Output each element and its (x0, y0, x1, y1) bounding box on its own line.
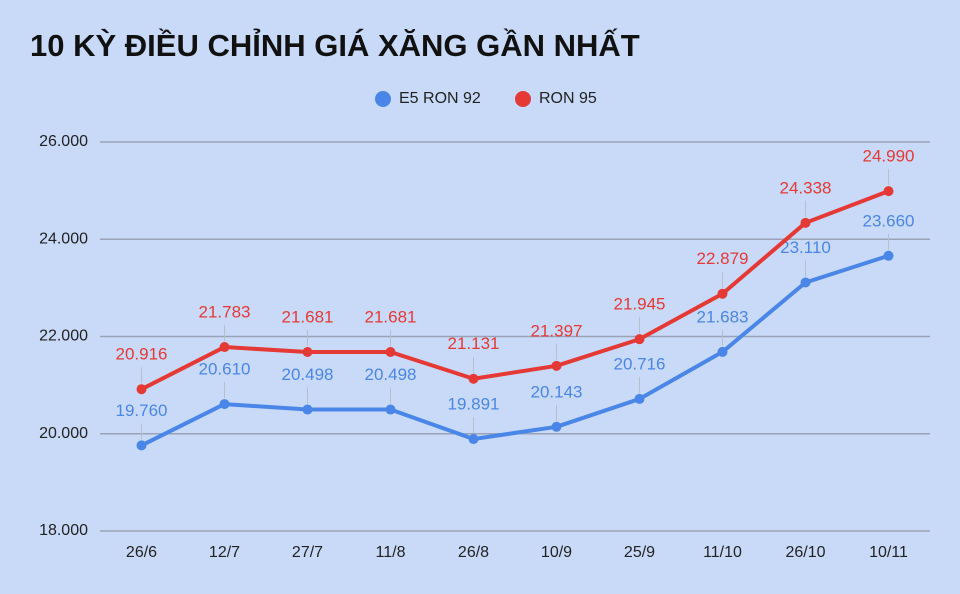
legend-marker (375, 91, 391, 107)
y-tick-label: 18.000 (39, 522, 88, 539)
series-line (140, 189, 890, 391)
data-label: 23.110 (780, 238, 831, 257)
point (634, 334, 645, 345)
data-label: 21.683 (697, 307, 749, 326)
legend-label: E5 RON 92 (399, 90, 481, 107)
point (219, 399, 230, 410)
x-tick-label: 10/9 (541, 544, 572, 561)
x-tick-label: 26/10 (785, 544, 825, 561)
point (136, 384, 147, 395)
data-label: 21.681 (365, 307, 417, 326)
data-label: 21.681 (282, 307, 334, 326)
point (551, 421, 562, 432)
x-tick-label: 12/7 (209, 544, 240, 561)
point (302, 404, 313, 415)
point (800, 277, 811, 288)
data-label: 21.131 (448, 334, 500, 353)
point (468, 373, 479, 384)
data-label: 22.879 (697, 249, 749, 268)
data-label: 19.760 (116, 401, 168, 420)
x-tick-label: 11/10 (703, 544, 742, 561)
point (634, 393, 645, 404)
x-tick-label: 10/11 (869, 544, 908, 561)
point (883, 250, 894, 261)
point (551, 360, 562, 371)
data-label: 20.498 (282, 365, 334, 384)
point (883, 186, 894, 197)
data-label: 20.498 (365, 365, 417, 384)
data-label: 20.916 (116, 345, 168, 364)
data-label: 23.660 (863, 211, 915, 230)
data-label: 20.143 (531, 382, 583, 401)
data-label: 24.338 (780, 178, 832, 197)
x-tick-label: 26/6 (126, 544, 157, 561)
data-label: 21.783 (199, 303, 251, 322)
data-label: 21.397 (531, 321, 583, 340)
y-tick-label: 22.000 (39, 328, 88, 345)
point (468, 434, 479, 445)
point (302, 347, 313, 358)
x-tick-label: 26/8 (458, 544, 489, 561)
legend-label: RON 95 (539, 90, 597, 107)
point (136, 440, 147, 451)
point (385, 347, 396, 358)
y-tick-label: 26.000 (39, 133, 88, 150)
data-label: 20.610 (199, 360, 251, 379)
legend-marker (515, 91, 531, 107)
y-tick-label: 24.000 (39, 230, 88, 247)
point (385, 404, 396, 415)
x-tick-label: 11/8 (376, 544, 406, 561)
x-tick-label: 25/9 (624, 544, 655, 561)
data-label: 20.716 (614, 354, 666, 373)
point (800, 217, 811, 228)
data-label: 21.945 (614, 295, 666, 314)
data-label: 19.891 (448, 395, 500, 414)
point (717, 288, 728, 299)
y-tick-label: 20.000 (39, 425, 88, 442)
point (219, 342, 230, 353)
series-line (140, 253, 890, 448)
x-tick-label: 27/7 (292, 544, 323, 561)
point (717, 346, 728, 357)
data-label: 24.990 (863, 147, 915, 166)
chart-title: 10 KỲ ĐIỀU CHỈNH GIÁ XĂNG GẦN NHẤT (30, 28, 640, 63)
